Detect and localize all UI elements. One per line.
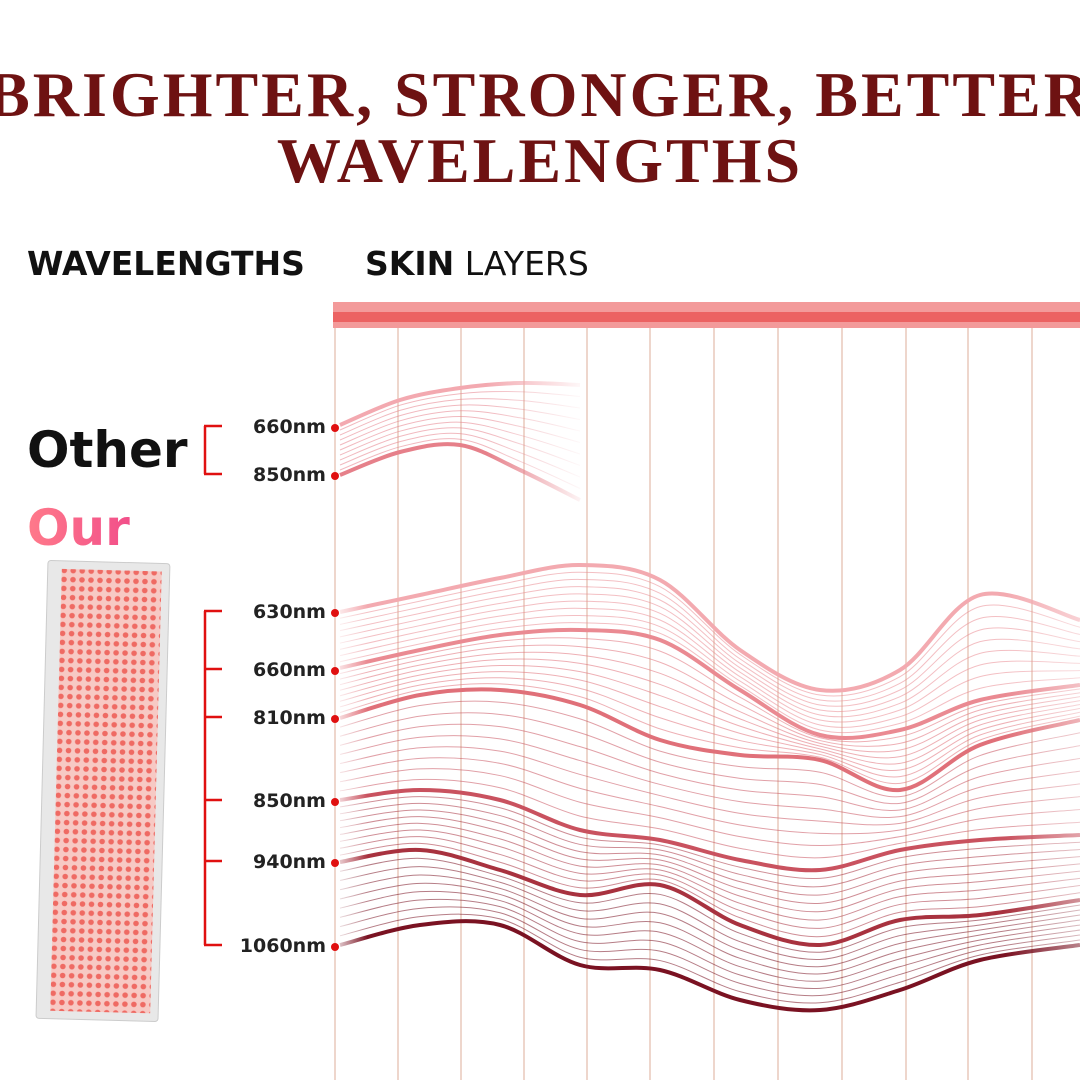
wave-line bbox=[339, 906, 1080, 997]
wave-line bbox=[339, 390, 581, 431]
wave-line bbox=[339, 768, 1080, 847]
wavelength-label: 660nm bbox=[253, 659, 326, 681]
wave-line bbox=[339, 836, 1080, 929]
wave-main bbox=[339, 787, 1080, 873]
wave-line bbox=[339, 822, 1080, 913]
our-waves bbox=[339, 562, 1080, 1013]
wave-line bbox=[339, 415, 581, 451]
wave-line bbox=[339, 438, 581, 489]
column-label: SKIN LAYERS bbox=[365, 244, 589, 283]
wave-main bbox=[339, 919, 1080, 1013]
skin-surface-band bbox=[333, 312, 1080, 322]
wave-line bbox=[339, 746, 1080, 826]
title-line: BRIGHTER, STRONGER, BETTER bbox=[0, 59, 1080, 130]
wave-main bbox=[339, 562, 1080, 693]
column-label: WAVELENGTHS bbox=[27, 244, 305, 283]
wave-line bbox=[339, 404, 581, 441]
wavelength-labels: 660nm 850nm 630nm 660nm 810nm 850nm 940nm 1060n… bbox=[203, 416, 339, 957]
wave-line bbox=[339, 410, 581, 446]
wavelength-dot bbox=[331, 667, 339, 675]
wave-line bbox=[339, 683, 1080, 784]
wave-line bbox=[339, 622, 1080, 734]
wave-line bbox=[339, 898, 1080, 990]
our-label: Our bbox=[27, 499, 130, 557]
wavelength-dot bbox=[331, 424, 339, 432]
wave-line bbox=[339, 913, 1080, 1004]
wave-line bbox=[339, 829, 1080, 921]
title-line: WAVELENGTHS bbox=[277, 125, 803, 196]
wave-line bbox=[339, 607, 1080, 723]
wave-line bbox=[339, 890, 1080, 982]
wave-line bbox=[339, 723, 1080, 812]
wavelength-dot bbox=[331, 859, 339, 867]
wave-line bbox=[339, 796, 1080, 880]
wave-line bbox=[339, 637, 1080, 743]
wave-main bbox=[339, 442, 581, 502]
wave-line bbox=[339, 600, 1080, 718]
wave-main bbox=[339, 847, 1080, 948]
wave-line bbox=[339, 593, 1080, 713]
wave-line bbox=[339, 700, 1080, 798]
wavelength-label: 850nm bbox=[253, 790, 326, 812]
wavelength-label: 1060nm bbox=[240, 935, 326, 957]
wave-line bbox=[339, 757, 1080, 835]
wave-main bbox=[339, 627, 1080, 740]
other-label: Other bbox=[27, 421, 188, 479]
wave-line bbox=[339, 735, 1080, 818]
wave-line bbox=[339, 398, 581, 436]
wavelength-label: 660nm bbox=[253, 416, 326, 438]
wave-line bbox=[339, 802, 1080, 888]
wave-line bbox=[339, 571, 1080, 697]
wave-line bbox=[339, 614, 1080, 728]
wave-line bbox=[339, 809, 1080, 896]
wave-main bbox=[339, 380, 581, 427]
wavelength-label: 630nm bbox=[253, 601, 326, 623]
wave-line bbox=[339, 586, 1080, 707]
skin-word: SKIN bbox=[365, 244, 454, 283]
wave-line bbox=[339, 816, 1080, 904]
wave-line bbox=[339, 651, 1080, 753]
wave-line bbox=[339, 712, 1080, 805]
wave-line bbox=[339, 671, 1080, 772]
wave-line bbox=[339, 644, 1080, 747]
wave-line bbox=[339, 658, 1080, 759]
wavelength-label: 810nm bbox=[253, 707, 326, 729]
layers-word: LAYERS bbox=[465, 244, 589, 283]
wavelength-dot bbox=[331, 798, 339, 806]
wave-line bbox=[339, 882, 1080, 975]
wavelength-dot bbox=[331, 609, 339, 617]
wave-main bbox=[339, 687, 1080, 793]
panel-device bbox=[35, 560, 171, 1022]
wave-line bbox=[339, 432, 581, 478]
wavelength-dot bbox=[331, 715, 339, 723]
wavelength-dot bbox=[331, 472, 339, 480]
wavelength-label: 850nm bbox=[253, 464, 326, 486]
wave-line bbox=[339, 677, 1080, 778]
wave-line bbox=[339, 778, 1080, 859]
wave-line bbox=[339, 857, 1080, 953]
wave-line bbox=[339, 664, 1080, 765]
wavelength-dot bbox=[331, 943, 339, 951]
other-waves bbox=[339, 380, 581, 502]
wave-line bbox=[339, 578, 1080, 702]
wave-line bbox=[339, 421, 581, 456]
wave-line bbox=[339, 427, 581, 466]
wave-line bbox=[339, 842, 1080, 938]
wave-line bbox=[339, 874, 1080, 968]
wavelength-label: 940nm bbox=[253, 851, 326, 873]
wave-line bbox=[339, 866, 1080, 960]
